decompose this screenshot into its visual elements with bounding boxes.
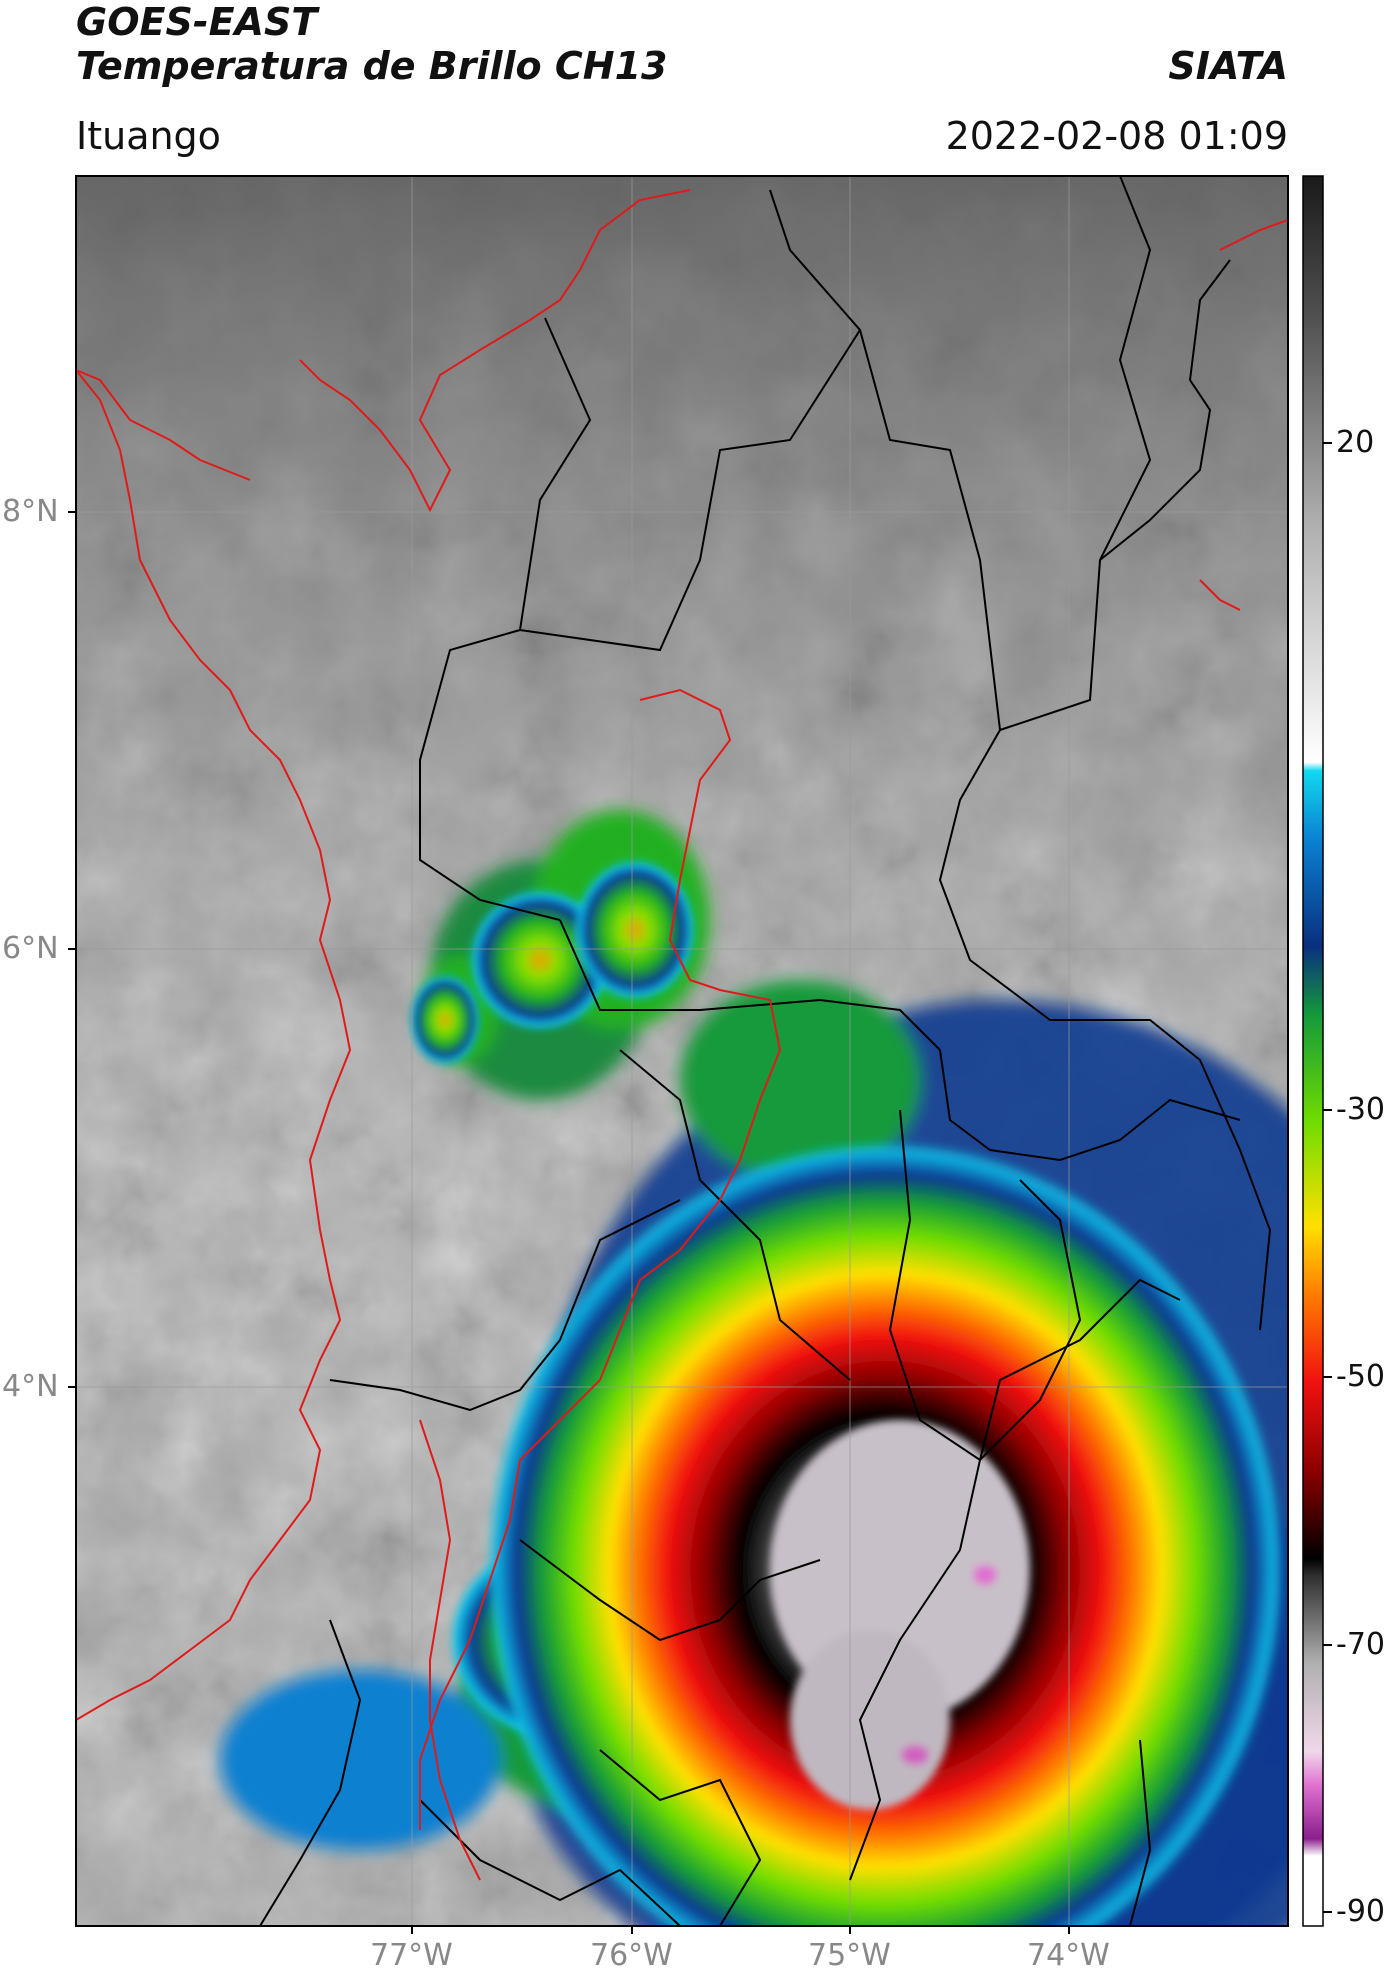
product-title: Temperatura de Brillo CH13 bbox=[76, 44, 668, 88]
colorbar-label-20: 20 bbox=[1336, 425, 1375, 460]
colorbar-label-minus50: -50 bbox=[1336, 1359, 1384, 1394]
agency-label: SIATA bbox=[1168, 44, 1288, 88]
lat-label-6n: 6°N bbox=[2, 931, 59, 966]
coastline bbox=[76, 189, 1288, 1881]
department-boundaries bbox=[259, 176, 1272, 1926]
lat-label-4n: 4°N bbox=[2, 1369, 59, 1404]
colorbar-label-minus70: -70 bbox=[1336, 1627, 1384, 1662]
colorbar bbox=[1302, 175, 1332, 1927]
lat-label-8n: 8°N bbox=[2, 494, 59, 529]
satellite-title: GOES-EAST bbox=[76, 0, 318, 44]
region-label: Ituango bbox=[76, 114, 221, 158]
colorbar-label-minus90: -90 bbox=[1336, 1894, 1384, 1929]
lon-label-77w: 77°W bbox=[370, 1938, 453, 1973]
lon-label-76w: 76°W bbox=[590, 1938, 673, 1973]
lon-label-75w: 75°W bbox=[808, 1938, 891, 1973]
graticule bbox=[76, 176, 1288, 1926]
colorbar-label-minus30: -30 bbox=[1336, 1092, 1384, 1127]
axis-ticks bbox=[68, 511, 1070, 1934]
timestamp-label: 2022-02-08 01:09 bbox=[945, 114, 1288, 158]
lon-label-74w: 74°W bbox=[1027, 1938, 1110, 1973]
map-frame bbox=[75, 175, 1289, 1927]
